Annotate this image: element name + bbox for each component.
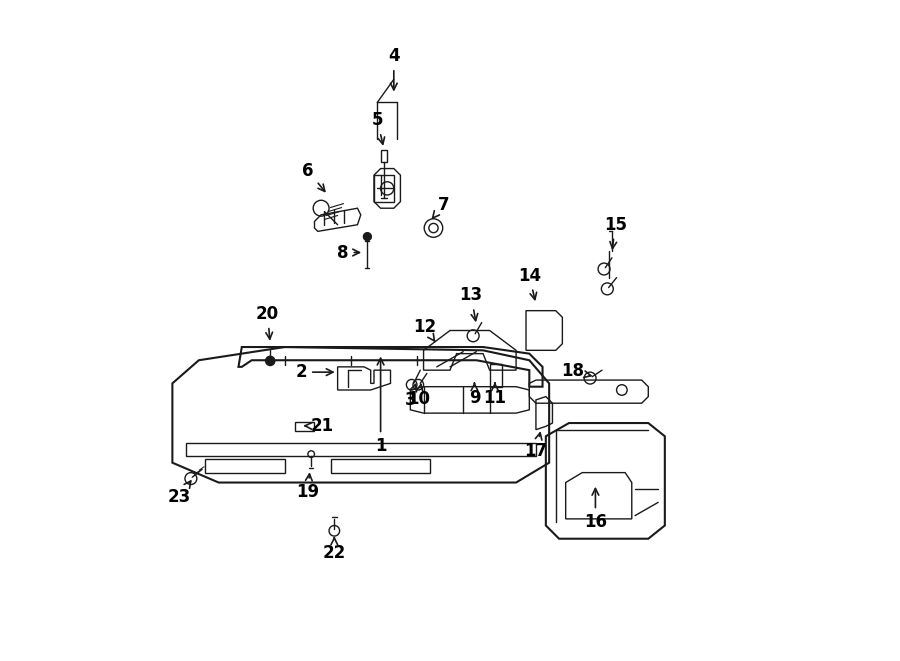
Text: 20: 20	[256, 305, 279, 339]
Text: 3: 3	[404, 385, 417, 409]
Text: 19: 19	[296, 474, 320, 502]
Circle shape	[266, 356, 274, 366]
Text: 17: 17	[525, 433, 547, 460]
Text: 9: 9	[469, 383, 481, 407]
Bar	[381, 150, 387, 162]
Text: 11: 11	[483, 383, 507, 407]
Text: 13: 13	[460, 286, 482, 321]
Text: 15: 15	[604, 215, 626, 249]
Text: 5: 5	[372, 111, 384, 144]
Bar	[490, 364, 501, 387]
Text: 4: 4	[388, 47, 400, 90]
Text: 2: 2	[295, 363, 333, 381]
Text: 6: 6	[302, 161, 325, 192]
Text: 21: 21	[305, 417, 334, 436]
Text: 12: 12	[413, 318, 436, 342]
Text: 16: 16	[584, 488, 607, 531]
Circle shape	[364, 233, 372, 241]
Text: 7: 7	[433, 196, 449, 218]
Text: 8: 8	[338, 243, 359, 262]
Text: 22: 22	[323, 538, 346, 563]
Text: 14: 14	[518, 266, 541, 299]
Text: 1: 1	[374, 358, 386, 455]
Bar	[374, 175, 394, 202]
Text: 18: 18	[561, 362, 591, 381]
Text: 23: 23	[167, 481, 191, 506]
Text: 10: 10	[407, 384, 430, 408]
